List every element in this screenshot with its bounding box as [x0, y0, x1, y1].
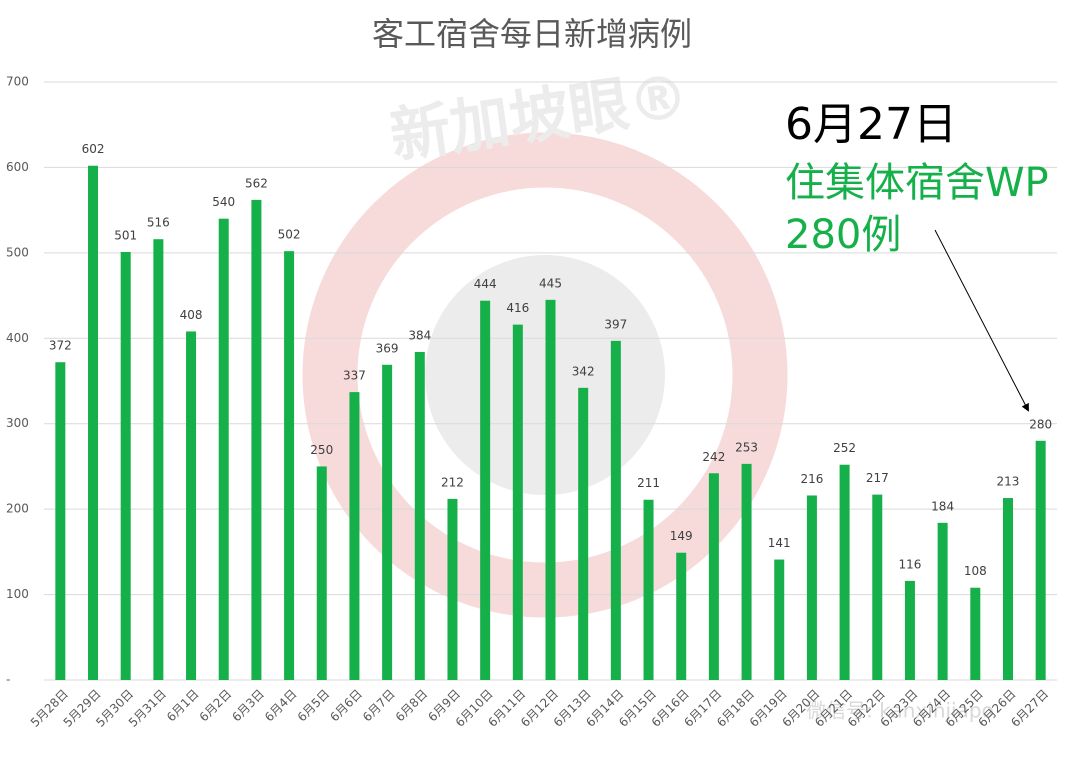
bar: [741, 463, 752, 680]
data-label: 252: [833, 441, 856, 455]
bar: [447, 498, 458, 680]
data-label: 213: [997, 475, 1020, 489]
data-label: 116: [898, 557, 921, 571]
bar: [186, 331, 197, 680]
bar: [937, 522, 948, 680]
data-label: 397: [604, 317, 627, 331]
data-label: 602: [82, 142, 105, 156]
data-label: 149: [670, 529, 693, 543]
data-label: 445: [539, 276, 562, 290]
bar: [153, 239, 164, 680]
bar: [610, 340, 621, 680]
x-tick-label: 6月4日: [262, 687, 300, 725]
y-tick-label: 200: [6, 502, 29, 516]
annotation: 住集体宿舍WP: [785, 160, 1049, 206]
data-label: 408: [180, 308, 203, 322]
data-label: 516: [147, 216, 170, 230]
data-label: 217: [866, 471, 889, 485]
chart-title: 客工宿舍每日新增病例: [372, 15, 692, 53]
y-tick-label: 100: [6, 587, 29, 601]
bar: [1035, 440, 1046, 680]
data-label: 280: [1029, 417, 1052, 431]
data-label: 242: [702, 450, 725, 464]
data-label: 502: [278, 228, 301, 242]
x-tick-label: 6月6日: [327, 687, 365, 725]
data-label: 211: [637, 476, 660, 490]
bar: [349, 392, 360, 680]
data-label: 540: [212, 195, 235, 209]
data-label: 501: [114, 229, 137, 243]
watermark: 微信号: kanxinjiapo: [806, 699, 994, 723]
bar: [676, 552, 687, 680]
bar: [545, 299, 556, 680]
data-label: 372: [49, 339, 72, 353]
bar: [578, 387, 589, 680]
bar: [251, 199, 262, 681]
x-tick-label: 6月8日: [393, 687, 431, 725]
bar: [839, 464, 850, 680]
y-tick-label: -: [6, 673, 10, 687]
bar: [872, 494, 883, 680]
annotation: 280例: [785, 212, 901, 258]
bar: [480, 300, 491, 680]
watermark-logo: [425, 255, 665, 495]
data-label: 184: [931, 499, 954, 513]
data-label: 384: [408, 328, 431, 342]
y-tick-label: 600: [6, 160, 29, 174]
y-tick-label: 300: [6, 416, 29, 430]
data-label: 216: [800, 472, 823, 486]
bar: [708, 473, 719, 680]
bar: [904, 580, 915, 680]
data-label: 337: [343, 369, 366, 383]
x-tick-label: 6月5日: [295, 687, 333, 725]
annotation: 6月27日: [785, 99, 957, 150]
x-tick-label: 6月7日: [360, 687, 398, 725]
bar: [316, 466, 327, 680]
data-label: 416: [506, 301, 529, 315]
bar: [1002, 498, 1013, 680]
bar: [218, 218, 229, 680]
bar: [512, 324, 523, 680]
y-tick-label: 500: [6, 245, 29, 259]
bar: [643, 499, 654, 680]
bar: [382, 364, 393, 680]
annotation-arrow: [934, 229, 1029, 412]
x-tick-label: 6月2日: [197, 687, 235, 725]
x-tick-label: 6月3日: [229, 687, 267, 725]
bar: [774, 559, 785, 680]
bar: [120, 252, 131, 680]
y-tick-label: 700: [6, 75, 29, 89]
data-label: 253: [735, 440, 758, 454]
data-label: 342: [572, 364, 595, 378]
data-label: 141: [768, 536, 791, 550]
data-label: 444: [474, 277, 497, 291]
data-label: 250: [310, 443, 333, 457]
bar: [806, 495, 817, 680]
data-label: 562: [245, 176, 268, 190]
bar: [414, 351, 425, 680]
data-label: 212: [441, 475, 464, 489]
data-label: 108: [964, 564, 987, 578]
bar: [88, 165, 99, 681]
x-tick-label: 6月1日: [164, 687, 202, 725]
watermark-logo: [302, 132, 788, 618]
data-label: 369: [376, 341, 399, 355]
bar: [970, 587, 981, 680]
bar: [55, 362, 66, 680]
y-tick-label: 400: [6, 331, 29, 345]
bar: [284, 251, 295, 681]
